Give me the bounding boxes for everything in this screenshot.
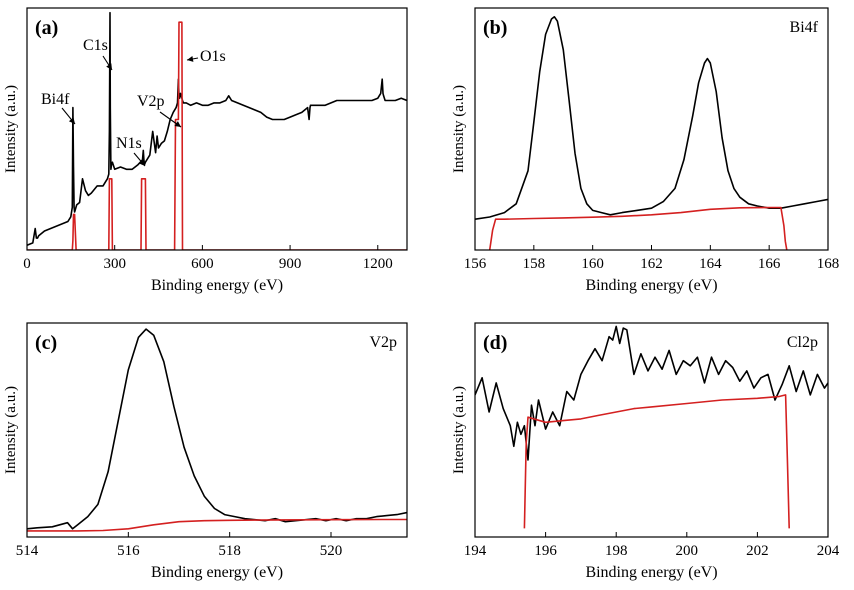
panel-b-label: (b)	[483, 17, 507, 39]
panel-d-element-label: Cl2p	[787, 334, 818, 351]
panel-c-frame	[26, 322, 408, 538]
panel-b-series-spectrum	[475, 15, 828, 220]
panel-b-series-fit-line	[488, 206, 788, 250]
panel-a-frame	[26, 7, 408, 251]
panel-a-xtick-label: 900	[279, 256, 302, 272]
panel-c-xtick-label: 514	[16, 543, 39, 559]
panel-d-xtick-label: 204	[817, 543, 840, 559]
panel-a-arrow-head	[174, 121, 181, 127]
panel-c-xtick-label: 516	[117, 543, 140, 559]
panel-b-element-label: Bi4f	[790, 19, 819, 36]
panel-b-xtick-label: 158	[523, 256, 546, 272]
panel-d-xlabel: Binding energy (eV)	[585, 564, 717, 581]
panel-c-series-fit-line	[27, 518, 407, 532]
panel-d-series-fit-line	[523, 394, 790, 529]
panel-d-xtick-label: 194	[464, 543, 487, 559]
panel-d-label: (d)	[483, 332, 507, 354]
panel-a-peak-label: N1s	[116, 135, 142, 152]
panel-c-xlabel: Binding energy (eV)	[151, 564, 283, 581]
panel-d-series-spectrum	[475, 325, 828, 461]
panel-a-xlabel: Binding energy (eV)	[151, 277, 283, 294]
panel-a-xtick-label: 0	[23, 256, 31, 272]
panel-b-xtick-label: 162	[640, 256, 663, 272]
panel-c-label: (c)	[35, 332, 57, 354]
panel-b-xlabel: Binding energy (eV)	[585, 277, 717, 294]
panel-a-label: (a)	[35, 17, 58, 39]
panel-c-xtick-label: 520	[320, 543, 343, 559]
panel-a-arrow-head	[106, 63, 112, 70]
panel-a-arrow-head	[138, 159, 145, 166]
panel-b-frame	[474, 7, 829, 251]
panel-b-xtick-label: 166	[758, 256, 781, 272]
panel-c-element-label: V2p	[369, 334, 397, 351]
panel-d-frame	[474, 322, 829, 538]
panel-a-peak-label: V2p	[137, 93, 165, 110]
panel-a-xtick-label: 1200	[363, 256, 393, 272]
panel-c-ylabel: Intensity (a.u.)	[3, 386, 19, 474]
panel-a-ylabel: Intensity (a.u.)	[3, 85, 19, 173]
panel-a-peak-label: Bi4f	[41, 91, 70, 108]
panel-c-series-spectrum	[27, 328, 407, 530]
panel-a-xtick-label: 300	[103, 256, 126, 272]
panel-a-peak-label: C1s	[83, 37, 108, 54]
panel-d-xtick-label: 200	[676, 543, 699, 559]
panel-a-arrow-head	[187, 56, 194, 62]
panel-b-xtick-label: 168	[817, 256, 840, 272]
panel-b-xtick-label: 164	[699, 256, 722, 272]
panel-d-xtick-label: 202	[746, 543, 769, 559]
panel-a-arrow-head	[68, 117, 75, 124]
panel-b-ylabel: Intensity (a.u.)	[451, 85, 467, 173]
panel-a-peak-label: O1s	[200, 48, 226, 65]
panel-a-series-fit-line	[27, 21, 407, 250]
panel-d-xtick-label: 198	[605, 543, 628, 559]
panel-b-xtick-label: 160	[581, 256, 604, 272]
panel-c-xtick-label: 518	[218, 543, 241, 559]
panel-d-ylabel: Intensity (a.u.)	[451, 386, 467, 474]
panel-a-xtick-label: 600	[191, 256, 214, 272]
panel-b-xtick-label: 156	[464, 256, 487, 272]
panel-d-xtick-label: 196	[534, 543, 557, 559]
